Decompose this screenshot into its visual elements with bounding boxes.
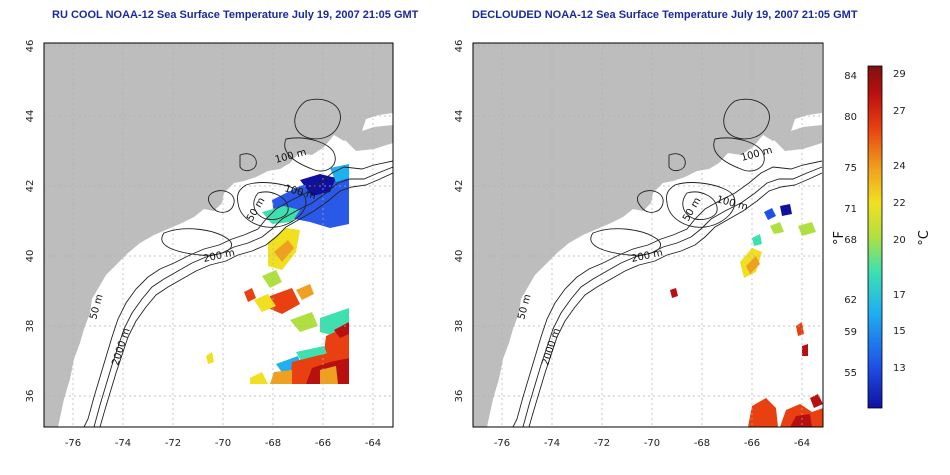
right-lat-tick: 38 xyxy=(454,320,465,333)
celsius-tick: 27 xyxy=(893,106,906,117)
right-lat-tick: 42 xyxy=(454,180,465,193)
right-lon-tick: -72 xyxy=(594,438,610,449)
right-lon-tick: -76 xyxy=(494,438,510,449)
left-map-panel: 100 m 100 m 50 m 200 m 50 m 2000 m -76 -… xyxy=(25,40,394,449)
left-lon-tick: -68 xyxy=(265,438,281,449)
right-lat-ticks: 46 44 42 40 38 36 xyxy=(454,40,465,403)
right-panel-title: DECLOUDED NOAA-12 Sea Surface Temperatur… xyxy=(472,9,858,21)
fahrenheit-ticks: 84 80 75 71 68 62 59 55 xyxy=(844,71,857,379)
celsius-tick: 20 xyxy=(893,235,906,246)
right-lat-tick: 36 xyxy=(454,390,465,403)
fahrenheit-tick: 71 xyxy=(844,204,857,215)
left-lat-ticks: 46 44 42 40 38 36 xyxy=(25,40,36,403)
celsius-tick: 24 xyxy=(893,161,906,172)
celsius-tick: 17 xyxy=(893,290,906,301)
fahrenheit-tick: 62 xyxy=(844,295,857,306)
temperature-colorbar: 84 80 75 71 68 62 59 55 29 27 24 22 20 1… xyxy=(832,65,932,409)
right-lon-tick: -64 xyxy=(794,438,810,449)
right-lon-ticks: -76 -74 -72 -70 -68 -66 -64 xyxy=(494,438,810,449)
colorbar-gradient xyxy=(867,65,883,409)
fahrenheit-tick: 80 xyxy=(844,112,857,123)
left-lat-tick: 38 xyxy=(25,320,36,333)
right-lat-tick: 44 xyxy=(454,110,465,123)
right-lat-tick: 40 xyxy=(454,250,465,263)
fahrenheit-tick: 68 xyxy=(844,235,857,246)
right-sst-patches xyxy=(670,204,823,427)
left-lon-tick: -76 xyxy=(65,438,81,449)
right-lat-tick: 46 xyxy=(454,40,465,53)
fahrenheit-tick: 55 xyxy=(844,368,857,379)
left-lat-tick: 40 xyxy=(25,250,36,263)
left-lon-tick: -64 xyxy=(365,438,381,449)
fahrenheit-unit-label: °F xyxy=(832,231,847,245)
fahrenheit-tick: 84 xyxy=(844,71,857,82)
right-map-panel: 100 m 100 m 50 m 200 m 50 m 2000 m -76 -… xyxy=(454,40,824,449)
fahrenheit-tick: 59 xyxy=(844,327,857,338)
left-lon-tick: -72 xyxy=(165,438,181,449)
left-lon-ticks: -76 -74 -72 -70 -68 -66 -64 xyxy=(65,438,381,449)
fahrenheit-tick: 75 xyxy=(844,163,857,174)
celsius-tick: 15 xyxy=(893,326,906,337)
celsius-unit-label: °C xyxy=(917,230,932,246)
right-lon-tick: -70 xyxy=(644,438,660,449)
left-panel-title: RU COOL NOAA-12 Sea Surface Temperature … xyxy=(52,9,419,21)
right-lon-tick: -74 xyxy=(544,438,560,449)
celsius-tick: 22 xyxy=(893,198,906,209)
celsius-ticks: 29 27 24 22 20 17 15 13 xyxy=(893,69,906,374)
right-gridlines xyxy=(473,43,823,427)
left-lon-tick: -66 xyxy=(315,438,331,449)
left-lat-tick: 46 xyxy=(25,40,36,53)
right-lon-tick: -68 xyxy=(694,438,710,449)
left-lat-tick: 44 xyxy=(25,110,36,123)
left-lat-tick: 42 xyxy=(25,180,36,193)
left-lon-tick: -70 xyxy=(215,438,231,449)
left-lon-tick: -74 xyxy=(115,438,131,449)
right-lon-tick: -66 xyxy=(744,438,760,449)
celsius-tick: 13 xyxy=(893,363,906,374)
celsius-tick: 29 xyxy=(893,69,906,80)
left-lat-tick: 36 xyxy=(25,390,36,403)
